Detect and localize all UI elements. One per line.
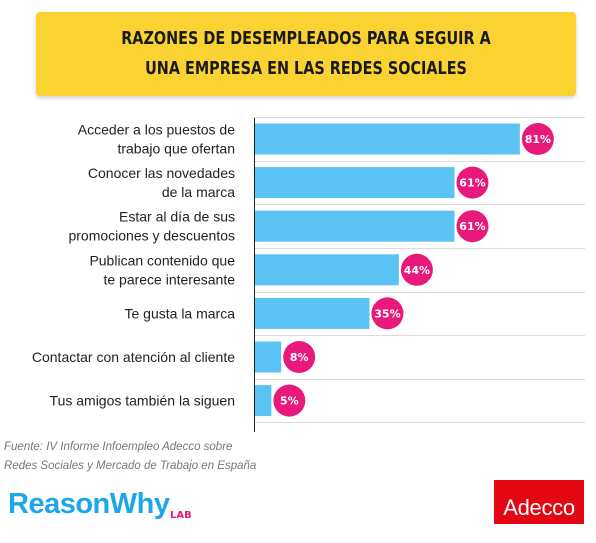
category-label: Contactar con atención al cliente bbox=[32, 349, 235, 365]
category-label: Publican contenido que bbox=[89, 252, 235, 268]
value-badge bbox=[456, 210, 489, 243]
adecco-logo: Adecco bbox=[494, 480, 584, 524]
bar bbox=[255, 254, 399, 286]
bar-chart: Acceder a los puestos de trabajo que ofer… bbox=[32, 117, 585, 432]
value-label: 8% bbox=[290, 351, 309, 364]
source-note: Fuente: IV Informe Infoempleo Adecco sob… bbox=[4, 438, 304, 476]
category-label: Conocer las novedades bbox=[88, 165, 235, 181]
reasonwhy-lab-label: LAB bbox=[170, 510, 192, 521]
value-badge bbox=[521, 123, 554, 155]
chart-title: RAZONES DE DESEMPLEADOS PARA SEGUIR A UN… bbox=[121, 28, 491, 79]
value-label: 35% bbox=[374, 307, 400, 320]
category-label: Estar al día de sus bbox=[119, 209, 235, 225]
value-badge bbox=[456, 166, 489, 199]
value-label: 44% bbox=[404, 264, 430, 277]
bar bbox=[255, 167, 455, 199]
value-badge bbox=[283, 341, 316, 373]
value-label: 5% bbox=[280, 395, 299, 408]
category-label: Te gusta la marca bbox=[125, 305, 236, 321]
category-label: de la marca bbox=[162, 184, 235, 200]
bar bbox=[255, 123, 520, 155]
category-label: trabajo que ofertan bbox=[117, 141, 235, 157]
category-label: Tus amigos también la siguen bbox=[50, 393, 235, 409]
bar bbox=[255, 210, 455, 242]
value-label: 81% bbox=[525, 133, 551, 146]
category-label: te parece interesante bbox=[103, 271, 235, 287]
value-badge bbox=[273, 384, 306, 417]
reasonwhy-wordmark: ReasonWhy bbox=[8, 488, 170, 520]
value-label: 61% bbox=[459, 220, 485, 233]
category-label: promociones y descuentos bbox=[68, 228, 235, 244]
bar bbox=[255, 341, 282, 373]
bar bbox=[255, 297, 370, 329]
bar bbox=[255, 385, 272, 417]
reasonwhy-logo: ReasonWhy LAB bbox=[8, 488, 192, 521]
category-label: Acceder a los puestos de bbox=[78, 122, 235, 138]
value-label: 61% bbox=[459, 177, 485, 190]
source-line-2: Redes Sociales y Mercado de Trabajo en E… bbox=[4, 460, 257, 472]
title-banner: RAZONES DE DESEMPLEADOS PARA SEGUIR A UN… bbox=[36, 12, 576, 96]
value-badge bbox=[400, 253, 433, 286]
value-badge bbox=[371, 297, 404, 330]
adecco-wordmark: Adecco bbox=[503, 495, 575, 520]
source-line-1: Fuente: IV Informe Infoempleo Adecco sob… bbox=[4, 441, 233, 453]
